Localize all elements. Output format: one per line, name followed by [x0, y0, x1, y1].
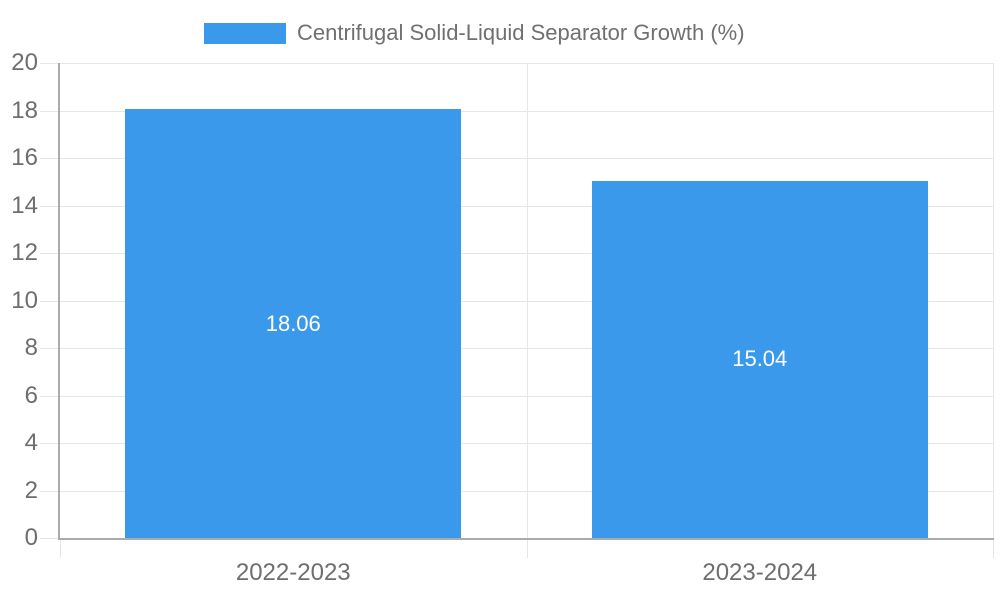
bar-value-label: 18.06 [265, 310, 321, 336]
y-tick-label: 14 [11, 191, 38, 219]
bar[interactable] [591, 180, 928, 538]
y-tick-label: 4 [24, 429, 38, 456]
gridline-v [526, 63, 528, 558]
gridline-h [40, 395, 993, 397]
y-tick-label: 0 [24, 524, 38, 551]
legend-swatch-icon [204, 22, 286, 44]
gridline-h [40, 443, 993, 444]
x-tick-label: 2023-2024 [702, 559, 818, 586]
axis-tick-y [40, 538, 60, 539]
gridline-v [993, 63, 994, 558]
gridline-h [40, 253, 993, 254]
gridline-h [40, 63, 993, 64]
gridline-h [40, 348, 993, 349]
legend-item[interactable]: Centrifugal Solid-Liquid Separator Growt… [204, 22, 745, 44]
y-tick-label: 8 [24, 334, 38, 361]
y-tick-label: 18 [11, 96, 38, 124]
gridline-h [40, 300, 993, 302]
bar-value-label: 15.04 [732, 346, 788, 372]
bar[interactable] [125, 109, 462, 538]
gridline-h [40, 110, 993, 112]
y-tick-label: 12 [11, 239, 38, 266]
legend-label: Centrifugal Solid-Liquid Separator Growt… [297, 20, 745, 45]
y-tick-label: 6 [24, 381, 38, 409]
y-tick-label: 10 [11, 286, 38, 314]
gridline-h [40, 158, 993, 159]
y-tick-label: 20 [11, 49, 38, 76]
x-tick-label: 2022-2023 [235, 559, 351, 586]
gridline-h [40, 205, 993, 207]
gridline-h [40, 490, 993, 492]
y-tick-label: 2 [24, 476, 38, 504]
y-axis-line [58, 63, 60, 540]
axis-tick-x [60, 538, 61, 558]
x-axis-line [58, 538, 994, 540]
y-tick-label: 16 [11, 144, 38, 171]
